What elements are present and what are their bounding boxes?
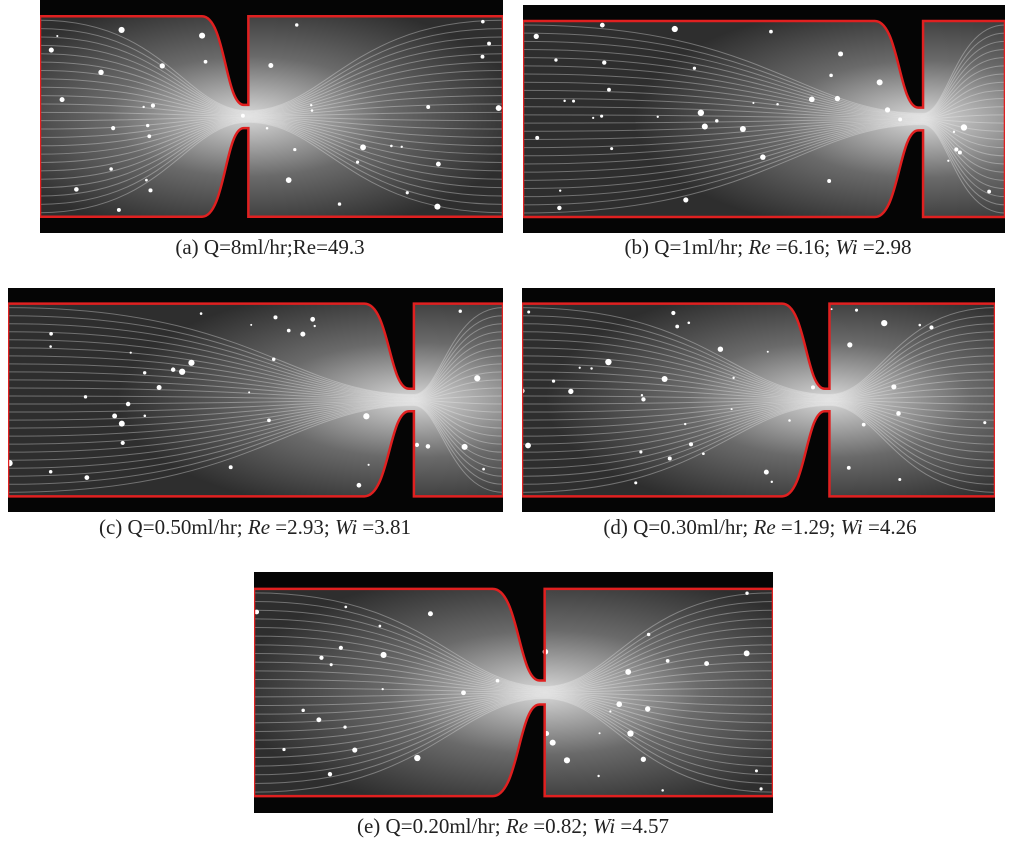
caption-text: =2.98 xyxy=(858,235,912,259)
caption: (a) Q=8ml/hr;Re=49.3 xyxy=(175,235,364,259)
caption-label: (d) xyxy=(603,515,628,539)
caption: (c) Q=0.50ml/hr; Re =2.93; Wi =3.81 xyxy=(99,515,411,539)
caption-text: Re xyxy=(506,814,528,838)
figure: {"panels": [ {"label": "(a)", "parts": [… xyxy=(0,0,1018,854)
caption-text: Re xyxy=(748,235,770,259)
caption: (b) Q=1ml/hr; Re =6.16; Wi =2.98 xyxy=(625,235,912,259)
caption-text: =4.57 xyxy=(615,814,669,838)
caption-label: (b) xyxy=(625,235,650,259)
flow-image xyxy=(8,288,503,512)
caption-label: (c) xyxy=(99,515,122,539)
caption-text: Q=1ml/hr; xyxy=(654,235,748,259)
flow-image xyxy=(523,5,1005,233)
fluid xyxy=(522,304,995,497)
caption-text: =2.93; xyxy=(270,515,335,539)
caption-label: (a) xyxy=(175,235,198,259)
fluid xyxy=(523,21,1005,217)
caption: (d) Q=0.30ml/hr; Re =1.29; Wi =4.26 xyxy=(603,515,916,539)
flow-image xyxy=(522,288,995,512)
caption-text: =1.29; xyxy=(776,515,841,539)
caption-text: Q=0.30ml/hr; xyxy=(633,515,753,539)
flow-image xyxy=(40,0,503,233)
caption-label: (e) xyxy=(357,814,380,838)
caption-text: Q=0.20ml/hr; xyxy=(386,814,506,838)
caption-text: Wi xyxy=(835,235,857,259)
caption-text: Wi xyxy=(593,814,615,838)
fluid xyxy=(8,304,503,497)
caption-text: =0.82; xyxy=(528,814,593,838)
caption: (e) Q=0.20ml/hr; Re =0.82; Wi =4.57 xyxy=(357,814,669,838)
caption-text: =3.81 xyxy=(357,515,411,539)
caption-text: Re xyxy=(753,515,775,539)
caption-text: Re xyxy=(248,515,270,539)
caption-text: Q=8ml/hr;Re=49.3 xyxy=(204,235,365,259)
caption-text: Wi xyxy=(335,515,357,539)
caption-text: Wi xyxy=(841,515,863,539)
caption-text: =6.16; xyxy=(771,235,836,259)
flow-image xyxy=(254,572,773,813)
caption-text: Q=0.50ml/hr; xyxy=(128,515,248,539)
caption-text: =4.26 xyxy=(863,515,917,539)
